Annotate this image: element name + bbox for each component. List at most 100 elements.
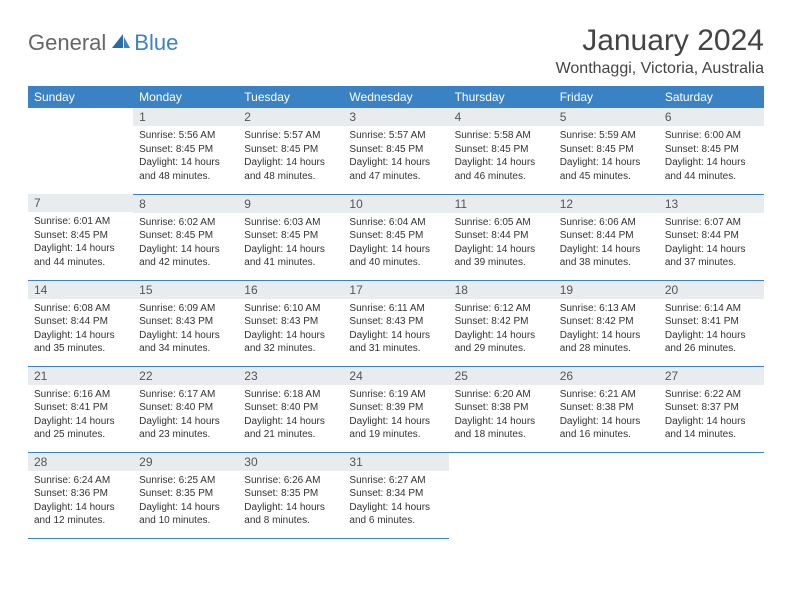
calendar-day-cell <box>449 452 554 538</box>
daylight-line1: Daylight: 14 hours <box>665 243 758 257</box>
header-row: General Blue January 2024 Wonthaggi, Vic… <box>28 24 764 78</box>
sunrise-text: Sunrise: 6:21 AM <box>560 388 653 402</box>
daylight-line2: and 35 minutes. <box>34 342 127 356</box>
sunrise-text: Sunrise: 6:04 AM <box>349 216 442 230</box>
daylight-line1: Daylight: 14 hours <box>349 415 442 429</box>
day-number: 26 <box>554 367 659 385</box>
daylight-line1: Daylight: 14 hours <box>455 415 548 429</box>
day-number: 21 <box>28 367 133 385</box>
sunset-text: Sunset: 8:43 PM <box>244 315 337 329</box>
location-text: Wonthaggi, Victoria, Australia <box>556 60 764 78</box>
day-body: Sunrise: 6:13 AMSunset: 8:42 PMDaylight:… <box>554 299 659 362</box>
sunset-text: Sunset: 8:37 PM <box>665 401 758 415</box>
calendar-day-cell: 18Sunrise: 6:12 AMSunset: 8:42 PMDayligh… <box>449 280 554 366</box>
calendar-day-cell <box>659 452 764 538</box>
daylight-line2: and 38 minutes. <box>560 256 653 270</box>
day-body: Sunrise: 6:02 AMSunset: 8:45 PMDaylight:… <box>133 213 238 276</box>
title-block: January 2024 Wonthaggi, Victoria, Austra… <box>556 24 764 78</box>
daylight-line1: Daylight: 14 hours <box>560 156 653 170</box>
sunrise-text: Sunrise: 6:03 AM <box>244 216 337 230</box>
day-body: Sunrise: 6:14 AMSunset: 8:41 PMDaylight:… <box>659 299 764 362</box>
day-number: 9 <box>238 195 343 213</box>
sunset-text: Sunset: 8:41 PM <box>665 315 758 329</box>
day-body: Sunrise: 6:08 AMSunset: 8:44 PMDaylight:… <box>28 299 133 362</box>
sunrise-text: Sunrise: 6:01 AM <box>34 215 127 229</box>
day-number: 12 <box>554 195 659 213</box>
daylight-line2: and 41 minutes. <box>244 256 337 270</box>
day-number: 11 <box>449 195 554 213</box>
calendar-body: 1Sunrise: 5:56 AMSunset: 8:45 PMDaylight… <box>28 108 764 538</box>
daylight-line2: and 25 minutes. <box>34 428 127 442</box>
calendar-day-cell: 29Sunrise: 6:25 AMSunset: 8:35 PMDayligh… <box>133 452 238 538</box>
calendar-week-row: 28Sunrise: 6:24 AMSunset: 8:36 PMDayligh… <box>28 452 764 538</box>
day-number: 16 <box>238 281 343 299</box>
daylight-line1: Daylight: 14 hours <box>34 329 127 343</box>
day-number: 29 <box>133 453 238 471</box>
day-number: 25 <box>449 367 554 385</box>
sunset-text: Sunset: 8:45 PM <box>560 143 653 157</box>
daylight-line1: Daylight: 14 hours <box>560 243 653 257</box>
weekday-header: Wednesday <box>343 86 448 108</box>
sunset-text: Sunset: 8:44 PM <box>665 229 758 243</box>
sunset-text: Sunset: 8:40 PM <box>139 401 232 415</box>
day-number: 6 <box>659 108 764 126</box>
calendar-day-cell: 16Sunrise: 6:10 AMSunset: 8:43 PMDayligh… <box>238 280 343 366</box>
sunrise-text: Sunrise: 6:12 AM <box>455 302 548 316</box>
sunset-text: Sunset: 8:38 PM <box>455 401 548 415</box>
sunset-text: Sunset: 8:45 PM <box>244 143 337 157</box>
daylight-line2: and 44 minutes. <box>34 256 127 270</box>
weekday-header: Sunday <box>28 86 133 108</box>
daylight-line2: and 32 minutes. <box>244 342 337 356</box>
sunrise-text: Sunrise: 6:16 AM <box>34 388 127 402</box>
daylight-line2: and 26 minutes. <box>665 342 758 356</box>
sunset-text: Sunset: 8:43 PM <box>349 315 442 329</box>
daylight-line2: and 34 minutes. <box>139 342 232 356</box>
daylight-line2: and 8 minutes. <box>244 514 337 528</box>
daylight-line1: Daylight: 14 hours <box>455 329 548 343</box>
day-body: Sunrise: 6:24 AMSunset: 8:36 PMDaylight:… <box>28 471 133 534</box>
sunrise-text: Sunrise: 6:10 AM <box>244 302 337 316</box>
weekday-header: Monday <box>133 86 238 108</box>
calendar-day-cell: 25Sunrise: 6:20 AMSunset: 8:38 PMDayligh… <box>449 366 554 452</box>
daylight-line1: Daylight: 14 hours <box>34 501 127 515</box>
day-number: 20 <box>659 281 764 299</box>
day-number: 31 <box>343 453 448 471</box>
month-title: January 2024 <box>556 24 764 58</box>
sunset-text: Sunset: 8:42 PM <box>455 315 548 329</box>
sunset-text: Sunset: 8:45 PM <box>244 229 337 243</box>
calendar-day-cell <box>554 452 659 538</box>
calendar-page: General Blue January 2024 Wonthaggi, Vic… <box>0 0 792 563</box>
calendar-day-cell: 6Sunrise: 6:00 AMSunset: 8:45 PMDaylight… <box>659 108 764 194</box>
day-body: Sunrise: 5:56 AMSunset: 8:45 PMDaylight:… <box>133 126 238 189</box>
day-number: 19 <box>554 281 659 299</box>
day-number: 30 <box>238 453 343 471</box>
daylight-line2: and 31 minutes. <box>349 342 442 356</box>
calendar-day-cell: 26Sunrise: 6:21 AMSunset: 8:38 PMDayligh… <box>554 366 659 452</box>
sunrise-text: Sunrise: 6:26 AM <box>244 474 337 488</box>
daylight-line2: and 10 minutes. <box>139 514 232 528</box>
calendar-day-cell: 4Sunrise: 5:58 AMSunset: 8:45 PMDaylight… <box>449 108 554 194</box>
calendar-day-cell: 8Sunrise: 6:02 AMSunset: 8:45 PMDaylight… <box>133 194 238 280</box>
daylight-line1: Daylight: 14 hours <box>34 242 127 256</box>
day-body: Sunrise: 6:01 AMSunset: 8:45 PMDaylight:… <box>28 212 133 275</box>
day-body: Sunrise: 6:21 AMSunset: 8:38 PMDaylight:… <box>554 385 659 448</box>
sunset-text: Sunset: 8:42 PM <box>560 315 653 329</box>
daylight-line2: and 47 minutes. <box>349 170 442 184</box>
sunrise-text: Sunrise: 5:57 AM <box>349 129 442 143</box>
day-number: 10 <box>343 195 448 213</box>
daylight-line1: Daylight: 14 hours <box>139 329 232 343</box>
sunrise-text: Sunrise: 6:24 AM <box>34 474 127 488</box>
day-body: Sunrise: 6:19 AMSunset: 8:39 PMDaylight:… <box>343 385 448 448</box>
day-body: Sunrise: 6:10 AMSunset: 8:43 PMDaylight:… <box>238 299 343 362</box>
day-body: Sunrise: 6:16 AMSunset: 8:41 PMDaylight:… <box>28 385 133 448</box>
sunset-text: Sunset: 8:44 PM <box>560 229 653 243</box>
day-body: Sunrise: 6:04 AMSunset: 8:45 PMDaylight:… <box>343 213 448 276</box>
daylight-line2: and 37 minutes. <box>665 256 758 270</box>
daylight-line2: and 6 minutes. <box>349 514 442 528</box>
daylight-line2: and 29 minutes. <box>455 342 548 356</box>
day-body: Sunrise: 6:03 AMSunset: 8:45 PMDaylight:… <box>238 213 343 276</box>
day-body: Sunrise: 6:09 AMSunset: 8:43 PMDaylight:… <box>133 299 238 362</box>
day-number: 3 <box>343 108 448 126</box>
calendar-day-cell: 22Sunrise: 6:17 AMSunset: 8:40 PMDayligh… <box>133 366 238 452</box>
calendar-day-cell: 20Sunrise: 6:14 AMSunset: 8:41 PMDayligh… <box>659 280 764 366</box>
